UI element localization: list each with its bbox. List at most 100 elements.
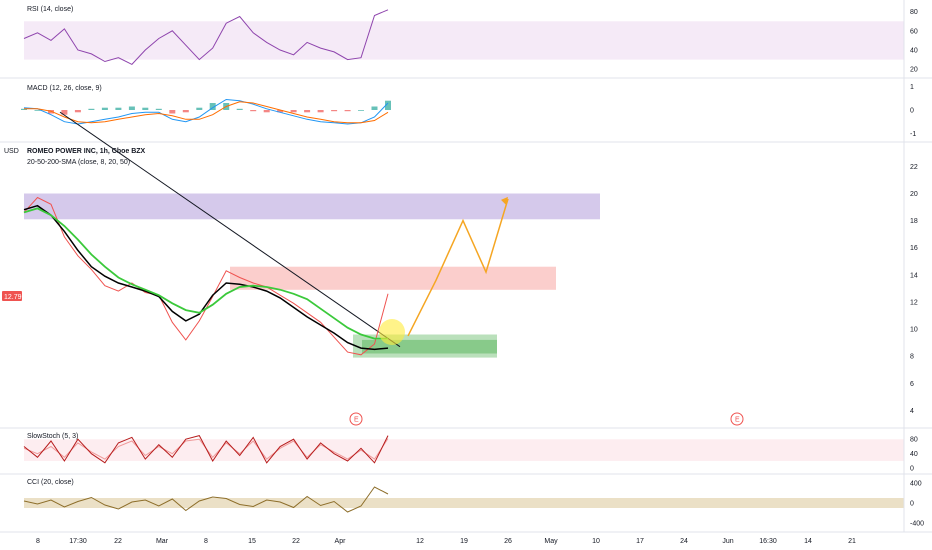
price-pane[interactable]: USD ROMEO POWER INC, 1h, Cboe BZX 20-50-… (2, 111, 918, 426)
time-tick-label: 12 (416, 538, 424, 545)
axis-tick-label: 18 (910, 218, 918, 225)
axis-tick-label: 10 (910, 327, 918, 334)
time-tick-label: May (544, 538, 558, 545)
time-axis[interactable]: 8 17:30 22 Mar 8 15 22 Apr 12 19 26 May 10 17 24 Jun 16:… (36, 538, 856, 545)
support-zone-core (362, 339, 497, 354)
axis-tick-label: 12 (910, 300, 918, 307)
time-tick-label: 21 (848, 538, 856, 545)
macd-histogram-bar (142, 107, 149, 110)
rsi-label: RSI (14, close) (27, 6, 73, 13)
indicator-label: 20-50-200-SMA (close, 8, 20, 50) (27, 159, 130, 166)
sma-short-line (23, 204, 389, 351)
axis-tick-label: -400 (910, 521, 924, 528)
rsi-pane[interactable]: RSI (14, close) 80 60 40 20 (23, 6, 918, 74)
time-tick-label: 14 (804, 538, 812, 545)
axis-tick-label: 400 (910, 481, 922, 488)
macd-histogram-bar (385, 100, 391, 110)
earnings-marker-text: E (354, 417, 359, 424)
time-tick-label: Jun (722, 538, 733, 545)
macd-histogram-bar (263, 110, 270, 113)
macd-histogram-bar (250, 110, 257, 112)
macd-histogram-bar (317, 110, 324, 113)
price-badge-text: 12.79 (4, 294, 22, 301)
macd-signal-line (24, 101, 389, 124)
cci-band (24, 498, 904, 508)
macd-histogram-bar (61, 110, 68, 115)
axis-tick-label: 1 (910, 84, 914, 91)
cci-label: CCI (20, close) (27, 479, 74, 486)
currency-label: USD (4, 148, 19, 155)
macd-histogram-bar (277, 110, 284, 113)
time-tick-label: 17:30 (69, 538, 87, 545)
macd-histogram-bar (358, 110, 364, 111)
rsi-line (23, 9, 389, 66)
resistance-zone-purple[interactable] (24, 193, 600, 220)
earnings-marker[interactable] (349, 412, 363, 426)
earnings-marker[interactable] (730, 412, 744, 426)
macd-histogram-bar (196, 107, 203, 110)
macd-histogram-bar (290, 110, 297, 113)
projection-arrowhead (501, 196, 508, 205)
axis-tick-label: 60 (910, 28, 918, 35)
time-tick-label: 8 (204, 538, 208, 545)
macd-histogram-bar (101, 107, 108, 110)
axis-tick-label: 20 (910, 191, 918, 198)
macd-pane[interactable]: MACD (12, 26, close, 9) 1 0 -1 (21, 84, 916, 138)
axis-tick-label: -1 (910, 131, 916, 138)
stoch-label: SlowStoch (5, 3) (27, 433, 78, 440)
trendline[interactable] (59, 111, 401, 348)
axis-tick-label: 0 (910, 466, 914, 473)
axis-tick-label: 8 (910, 354, 914, 361)
sma-medium-line (23, 207, 388, 340)
macd-histogram-bar (128, 106, 135, 110)
resistance-zone-red[interactable] (230, 266, 556, 290)
rsi-band (24, 21, 904, 60)
time-tick-label: Mar (156, 538, 169, 545)
macd-label: MACD (12, 26, close, 9) (27, 85, 102, 92)
stoch-pane[interactable]: SlowStoch (5, 3) 80 40 0 (23, 433, 918, 473)
macd-histogram-bar (155, 108, 162, 110)
cci-pane[interactable]: CCI (20, close) 400 0 -400 (23, 479, 924, 528)
axis-tick-label: 0 (910, 108, 914, 115)
macd-histogram-bar (74, 110, 81, 113)
macd-histogram-bar (169, 110, 176, 114)
time-tick-label: Apr (335, 538, 347, 545)
macd-histogram-bar (331, 110, 338, 112)
axis-tick-label: 80 (910, 9, 918, 16)
axis-tick-label: 4 (910, 408, 914, 415)
macd-histogram-bar (21, 108, 27, 110)
axis-tick-label: 6 (910, 381, 914, 388)
macd-histogram-bar (48, 110, 54, 114)
axis-tick-label: 40 (910, 48, 918, 55)
projection-path[interactable] (407, 198, 509, 337)
macd-histogram-bar (209, 103, 216, 110)
macd-histogram-bar (88, 108, 95, 110)
macd-histogram-bar (34, 110, 41, 111)
highlight-circle[interactable] (379, 319, 405, 345)
axis-tick-label: 22 (910, 164, 918, 171)
time-tick-label: 22 (292, 538, 300, 545)
axis-tick-label: 40 (910, 451, 918, 458)
time-tick-label: 8 (36, 538, 40, 545)
macd-histogram-bar (304, 110, 311, 113)
time-tick-label: 19 (460, 538, 468, 545)
time-tick-label: 10 (592, 538, 600, 545)
macd-histogram-bar (371, 106, 378, 110)
time-tick-label: 16:30 (759, 538, 777, 545)
macd-histogram-bar (236, 108, 243, 110)
time-tick-label: 17 (636, 538, 644, 545)
price-badge (2, 291, 22, 301)
time-tick-label: 15 (248, 538, 256, 545)
macd-histogram-bar (115, 107, 122, 110)
axis-tick-label: 16 (910, 245, 918, 252)
time-tick-label: 24 (680, 538, 688, 545)
macd-line (23, 98, 389, 125)
stoch-k-line (23, 435, 389, 464)
time-tick-label: 26 (504, 538, 512, 545)
chart-title: ROMEO POWER INC, 1h, Cboe BZX (27, 148, 146, 155)
axis-tick-label: 0 (910, 501, 914, 508)
earnings-marker-text: E (735, 417, 740, 424)
macd-histogram-bar (344, 110, 351, 112)
axis-tick-label: 20 (910, 67, 918, 74)
